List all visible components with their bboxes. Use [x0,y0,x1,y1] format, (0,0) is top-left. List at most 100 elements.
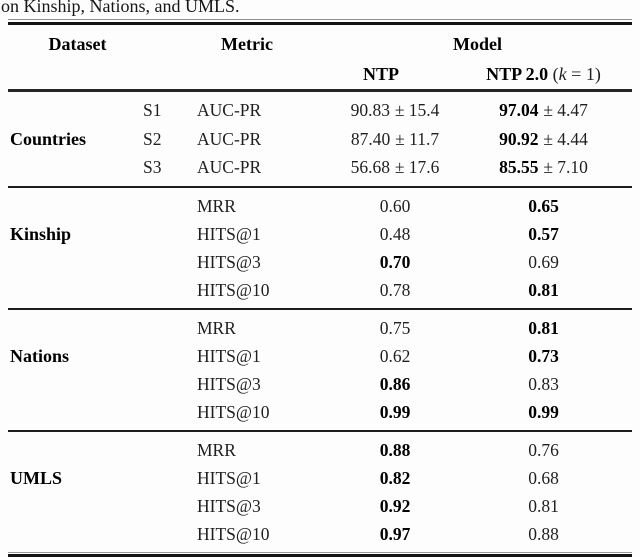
mean-value: 90.92 [499,128,539,149]
metric-label: HITS@3 [197,373,261,394]
ntp2-value: 0.99 [455,398,632,426]
header-row-1: Dataset Metric Model [8,25,632,60]
dataset-cell [8,520,135,548]
metric-value: 0.73 [528,345,559,366]
dataset-label: Nations [10,345,70,366]
ntp2-value: 0.65 [455,192,632,220]
section-rule [8,186,632,189]
ntp-value: 0.88 [335,436,455,464]
section-nations: MRR 0.75 0.81 Nations HITS@1 0.62 0.73 H… [8,310,632,430]
header-spacer [195,60,335,89]
col-header-dataset: Dataset [48,34,107,54]
mean-value: 90.83 [350,99,390,120]
metric-label: MRR [197,317,236,338]
caption-clip: on Kinship, Nations, and UMLS. [0,0,640,19]
dataset-cell: Kinship [8,220,135,248]
ntp-value: 0.97 [335,520,455,548]
ntp2-value: 0.88 [455,520,632,548]
ntp-value: 0.99 [335,398,455,426]
metric-value: 0.99 [379,401,411,422]
metric-value: 0.86 [379,373,411,394]
subset-label [135,314,195,342]
metric-value: 0.82 [379,467,411,488]
dataset-cell: Countries [8,125,135,154]
ntp-value: 0.82 [335,464,455,492]
ntp-value: 0.75 [335,314,455,342]
metric-value: 0.88 [528,523,559,544]
dataset-label: Kinship [10,223,72,244]
metric-value: 0.97 [379,523,411,544]
metric-label: MRR [197,439,236,460]
ntp2-value: 97.04 ± 4.47 [455,96,632,125]
ntp2-value: 0.76 [455,436,632,464]
metric-label: AUC-PR [197,128,262,149]
ntp2-value: 0.57 [455,220,632,248]
metric-value: 0.68 [528,467,559,488]
section-rule [8,430,632,433]
subset-label [135,464,195,492]
metric-value: 0.69 [528,251,559,272]
table-caption: on Kinship, Nations, and UMLS. [1,0,240,16]
metric-value: 0.83 [528,373,559,394]
subset-label [135,436,195,464]
dataset-cell: UMLS [8,464,135,492]
ntp-value: 0.70 [335,248,455,276]
ntp2-value: 0.69 [455,248,632,276]
subset-label [135,492,195,520]
metric-value: 0.70 [379,251,411,272]
dataset-cell [8,96,135,125]
ntp-value: 0.78 [335,276,455,304]
metric-value: 0.81 [528,317,559,338]
metric-label: HITS@1 [197,345,261,366]
mean-value: 56.68 [350,157,390,178]
metric-value: 0.76 [528,439,559,460]
metric-value: 0.88 [379,439,411,460]
subset-label [135,220,195,248]
ntp2-value: 0.68 [455,464,632,492]
stddev-value: ± 7.10 [543,157,588,178]
ntp2-k-variable: k [558,64,567,84]
ntp-value: 0.92 [335,492,455,520]
dataset-cell [8,492,135,520]
subset-label [135,248,195,276]
metric-label: HITS@10 [197,279,270,300]
metric-label: HITS@3 [197,495,261,516]
metric-value: 0.92 [379,495,411,516]
mean-value: 97.04 [499,99,539,120]
metric-value: 0.65 [528,195,559,216]
subset-label [135,276,195,304]
subset-label: S3 [143,157,162,178]
stddev-value: ± 17.6 [394,157,440,178]
metric-label: AUC-PR [197,157,262,178]
top-rule [8,19,632,25]
section-kinship: MRR 0.60 0.65 Kinship HITS@1 0.48 0.57 H… [8,188,632,308]
results-table: Dataset Metric Model NTP NTP 2.0 (k = 1)… [8,19,632,557]
section-rule [8,308,632,311]
metric-label: HITS@10 [197,523,270,544]
header-row-2: NTP NTP 2.0 (k = 1) [8,60,632,89]
subset-label [135,370,195,398]
metric-value: 0.81 [528,279,559,300]
subset-label: S1 [143,99,162,120]
metric-value: 0.78 [379,279,411,300]
metric-value: 0.99 [528,401,559,422]
ntp-value: 90.83 ± 15.4 [335,96,455,125]
dataset-cell [8,314,135,342]
subset-label [135,520,195,548]
metric-label: HITS@1 [197,223,261,244]
bottom-rule [8,552,632,557]
ntp2-value: 0.73 [455,342,632,370]
subset-label [135,398,195,426]
ntp2-value: 0.81 [455,492,632,520]
header-spacer [135,25,195,60]
dataset-cell [8,398,135,426]
col-header-model: Model [453,34,502,54]
stddev-value: ± 15.4 [394,99,440,120]
dataset-cell [8,192,135,220]
ntp2-paren-open: ( [548,64,559,84]
ntp2-value: 0.81 [455,314,632,342]
col-header-ntp2: NTP 2.0 (k = 1) [455,60,632,89]
subset-label: S2 [143,128,162,149]
metric-label: AUC-PR [197,99,262,120]
metric-value: 0.81 [528,495,559,516]
